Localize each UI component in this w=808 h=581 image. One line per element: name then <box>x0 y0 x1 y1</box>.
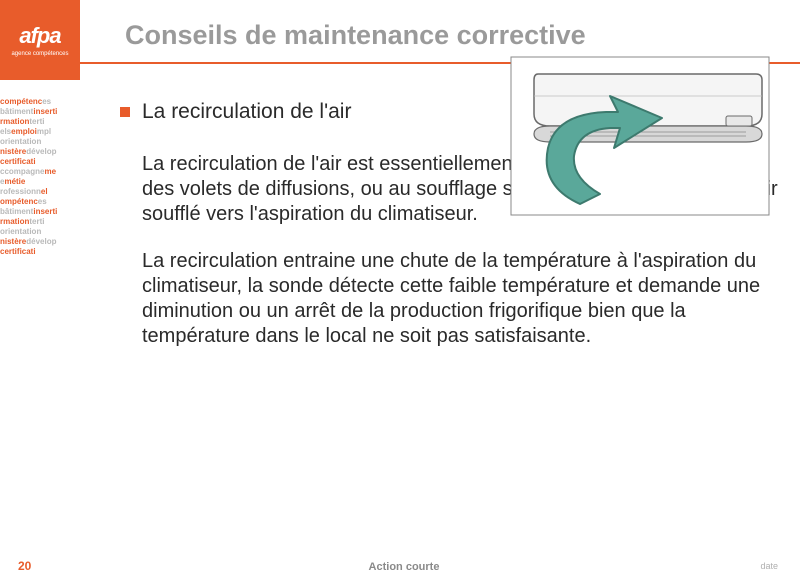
ac-unit-illustration <box>510 56 770 216</box>
wordcloud-line: nistèredévelop <box>0 237 80 247</box>
footer-center-text: Action courte <box>369 561 440 573</box>
wordcloud-line: rofessionnel <box>0 187 80 197</box>
footer-date: date <box>760 561 778 571</box>
brand-logo-text: afpa <box>19 23 60 49</box>
left-band: afpa agence compétences compétencesbâtim… <box>0 0 80 581</box>
slide: afpa agence compétences compétencesbâtim… <box>0 0 808 581</box>
slide-title: Conseils de maintenance corrective <box>125 20 586 51</box>
wordcloud-line: compétences <box>0 97 80 107</box>
wordcloud-line: rmationterti <box>0 217 80 227</box>
wordcloud-line: orientation <box>0 227 80 237</box>
paragraph-2: La recirculation entraine une chute de l… <box>142 249 780 349</box>
wordcloud-line: rmationterti <box>0 117 80 127</box>
page-number: 20 <box>18 559 31 573</box>
wordcloud-line: orientation <box>0 137 80 147</box>
footer: 20 Action courte date <box>0 555 808 581</box>
wordcloud-line: certificati <box>0 157 80 167</box>
bullet-heading: La recirculation de l'air <box>142 100 351 124</box>
wordcloud-line: ccompagneme <box>0 167 80 177</box>
wordcloud-line: bâtimentinserti <box>0 107 80 117</box>
wordcloud-line: ompétences <box>0 197 80 207</box>
brand-logo: afpa agence compétences <box>0 0 80 80</box>
wordcloud-line: elsemploimpl <box>0 127 80 137</box>
sidebar-wordcloud: compétencesbâtimentinsertirmationtertiel… <box>0 95 80 259</box>
wordcloud-line: nistèredévelop <box>0 147 80 157</box>
wordcloud-line: bâtimentinserti <box>0 207 80 217</box>
content-area: La recirculation de l'air La recirculati… <box>120 100 780 349</box>
brand-logo-subtitle: agence compétences <box>11 51 68 57</box>
paragraph-1-wrap: La recirculation de l'air est essentiell… <box>120 152 780 227</box>
bullet-square-icon <box>120 107 130 117</box>
wordcloud-line: emétie <box>0 177 80 187</box>
wordcloud-line: certificati <box>0 247 80 257</box>
